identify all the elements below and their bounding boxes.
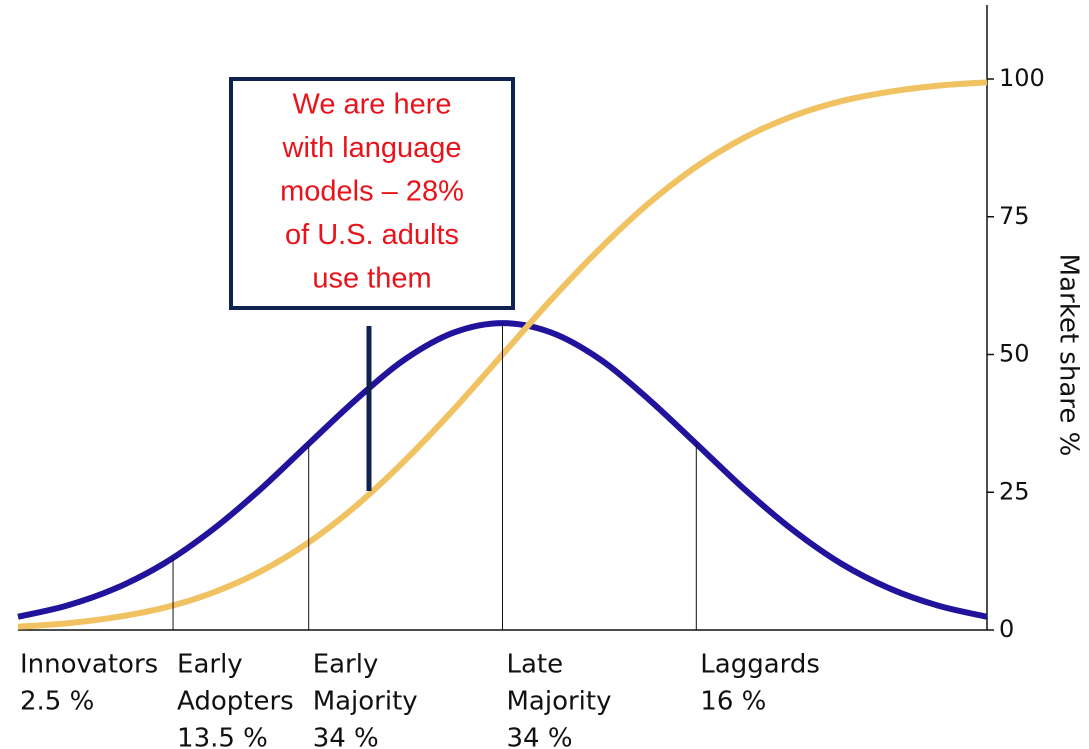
segment-label: 34 %: [313, 724, 379, 749]
segment-label: Early: [313, 650, 379, 680]
segment-label: Adopters: [177, 687, 294, 717]
segment-label: Laggards: [700, 650, 820, 680]
segment-label: Majority: [313, 687, 418, 717]
annotation-text: models – 28%: [280, 176, 464, 208]
segment-label: 16 %: [700, 687, 766, 717]
y-tick-label: 25: [999, 477, 1030, 505]
segment-label: Early: [177, 650, 243, 680]
segment-label: Late: [507, 650, 564, 680]
segment-label: Innovators: [20, 650, 158, 680]
annotation-text: of U.S. adults: [285, 219, 459, 251]
y-tick-label: 75: [999, 202, 1030, 230]
y-tick-label: 50: [999, 340, 1030, 368]
annotation-text: We are here: [292, 89, 451, 121]
annotation-text: use them: [312, 263, 431, 295]
annotation-box: [229, 77, 515, 310]
y-tick-label: 100: [999, 64, 1045, 92]
segment-label: 34 %: [507, 724, 573, 749]
segment-label: Majority: [507, 687, 612, 717]
segment-label: 2.5 %: [20, 687, 94, 717]
y-axis-label: Market share %: [1054, 254, 1084, 457]
y-tick-label: 0: [999, 615, 1014, 643]
segment-label: 13.5 %: [177, 724, 268, 749]
annotation-text: with language: [282, 132, 462, 164]
